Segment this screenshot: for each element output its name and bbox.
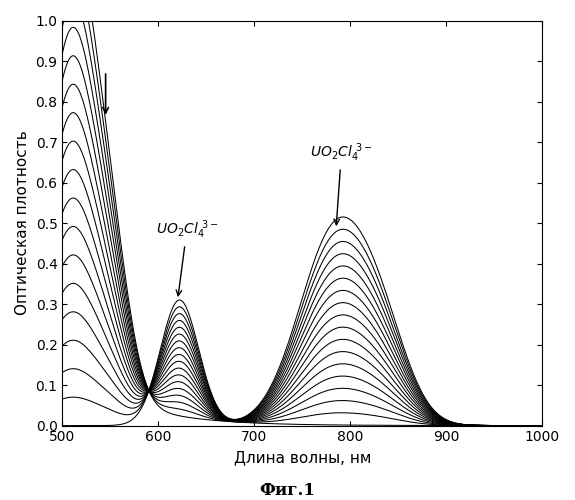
Text: Фиг.1: Фиг.1 (259, 482, 316, 499)
Text: $UO_2Cl_4^{\ 3-}$: $UO_2Cl_4^{\ 3-}$ (156, 218, 218, 296)
Text: $UO_2Cl_4^{\ 3-}$: $UO_2Cl_4^{\ 3-}$ (310, 142, 373, 225)
X-axis label: Длина волны, нм: Длина волны, нм (234, 450, 371, 465)
Y-axis label: Оптическая плотность: Оптическая плотность (15, 130, 30, 316)
